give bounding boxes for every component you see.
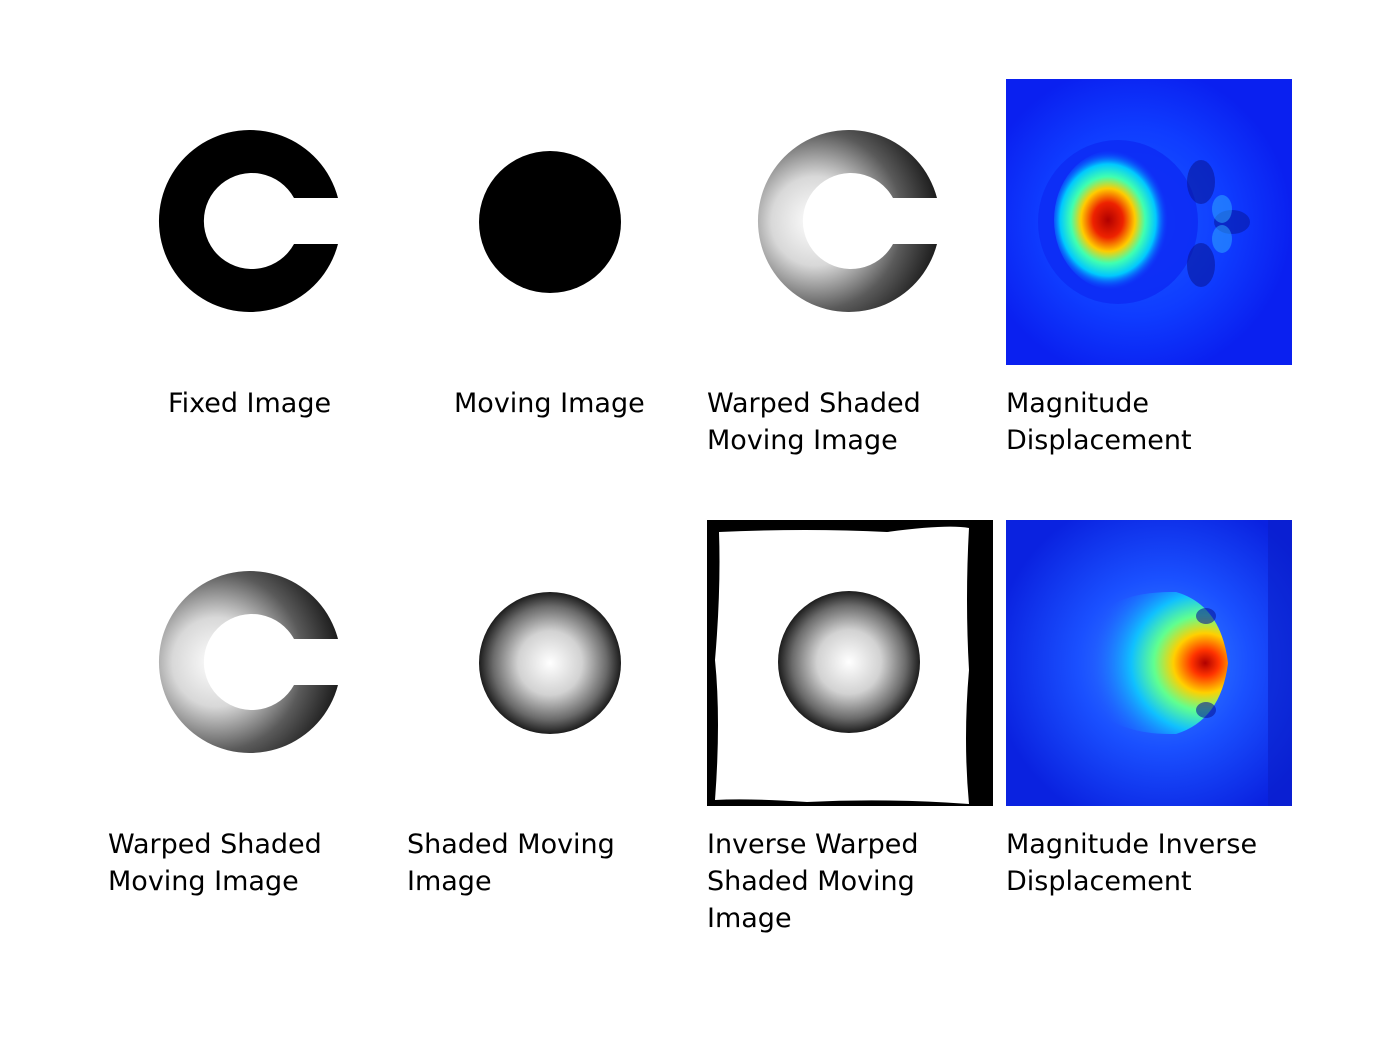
shaded-moving-image	[407, 520, 693, 806]
caption-magnitude-inverse: Magnitude Inverse Displacement	[1006, 829, 1258, 897]
caption-warped-shaded-top: Warped Shaded Moving Image	[707, 388, 921, 456]
disc-shape	[479, 151, 621, 293]
inverse-warped-shaded-moving-image	[707, 520, 993, 806]
inverse-warped-panel	[707, 520, 993, 806]
displacement-hotspot	[1054, 150, 1174, 290]
warped-shaded-moving-image-bottom	[108, 520, 394, 806]
caption-fixed-image: Fixed Image	[168, 388, 332, 419]
warped-shaded-bottom-panel	[108, 520, 394, 806]
caption-magnitude-displacement: Magnitude Displacement	[1006, 388, 1192, 456]
shaded-c-shape	[757, 130, 937, 313]
moving-image-panel	[407, 79, 693, 365]
fixed-image	[108, 79, 394, 365]
caption-moving-image: Moving Image	[454, 388, 645, 419]
caption-inverse-warped: Inverse Warped Shaded Moving Image	[707, 829, 919, 934]
fixed-image-panel	[108, 79, 394, 365]
caption-shaded-moving: Shaded Moving Image	[407, 829, 615, 897]
magnitude-inverse-displacement-panel	[1006, 520, 1292, 806]
magnitude-inverse-displacement	[1006, 520, 1292, 806]
shaded-disc	[778, 591, 920, 733]
shaded-moving-panel	[407, 520, 693, 806]
warped-shaded-moving-image-top	[707, 79, 993, 365]
moving-image	[407, 79, 693, 365]
caption-warped-shaded-bottom: Warped Shaded Moving Image	[108, 829, 322, 897]
warped-shaded-top-panel	[707, 79, 993, 365]
shaded-disc	[479, 592, 621, 734]
c-shape	[158, 130, 338, 313]
displacement-hotspot	[1076, 591, 1228, 735]
shaded-c-shape	[158, 571, 338, 753]
magnitude-displacement-panel	[1006, 79, 1292, 365]
magnitude-displacement	[1006, 79, 1292, 365]
